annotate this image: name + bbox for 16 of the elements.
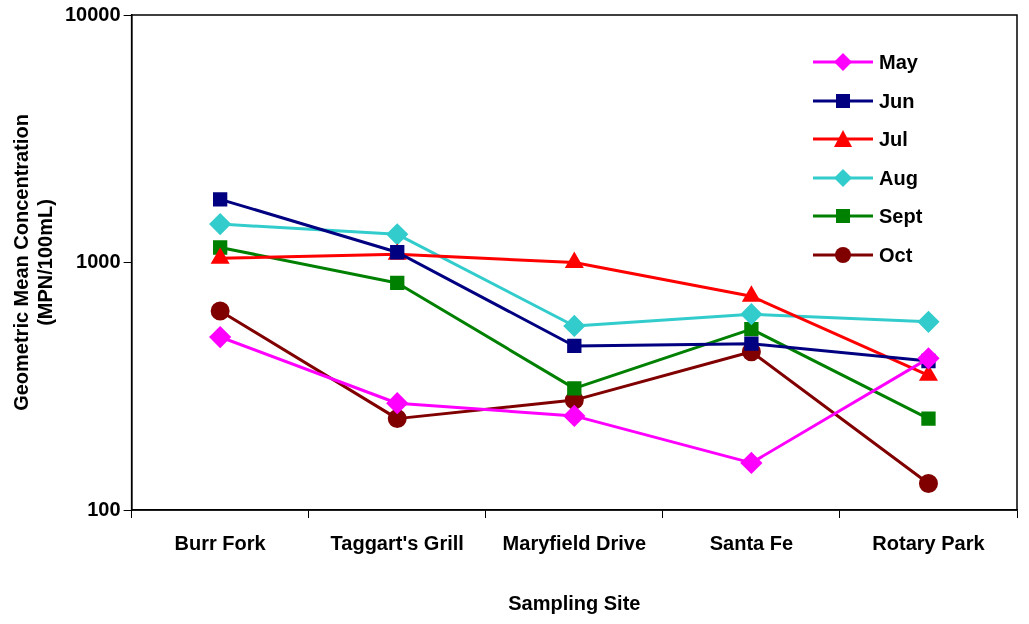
- x-tick-label: Maryfield Drive: [502, 531, 646, 554]
- x-axis-title: Sampling Site: [508, 591, 641, 614]
- legend-label: Jul: [879, 127, 908, 152]
- x-tick-label: Taggart's Grill: [330, 531, 464, 554]
- y-tick-label: 100: [87, 497, 121, 520]
- legend-label: Oct: [879, 242, 913, 268]
- y-axis-title: Geometric Mean Concentration (MPN/100mL): [9, 114, 56, 411]
- legend-label: Jun: [879, 88, 915, 114]
- y-tick-label: 10000: [64, 2, 121, 25]
- x-tick-label: Burr Fork: [174, 531, 267, 554]
- y-tick-label: 1000: [76, 250, 121, 273]
- legend-label: Sept: [879, 204, 923, 229]
- legend-label: May: [879, 50, 918, 75]
- x-tick-label: Santa Fe: [709, 531, 794, 554]
- x-tick-label: Rotary Park: [872, 531, 986, 554]
- legend-label: Aug: [879, 165, 918, 191]
